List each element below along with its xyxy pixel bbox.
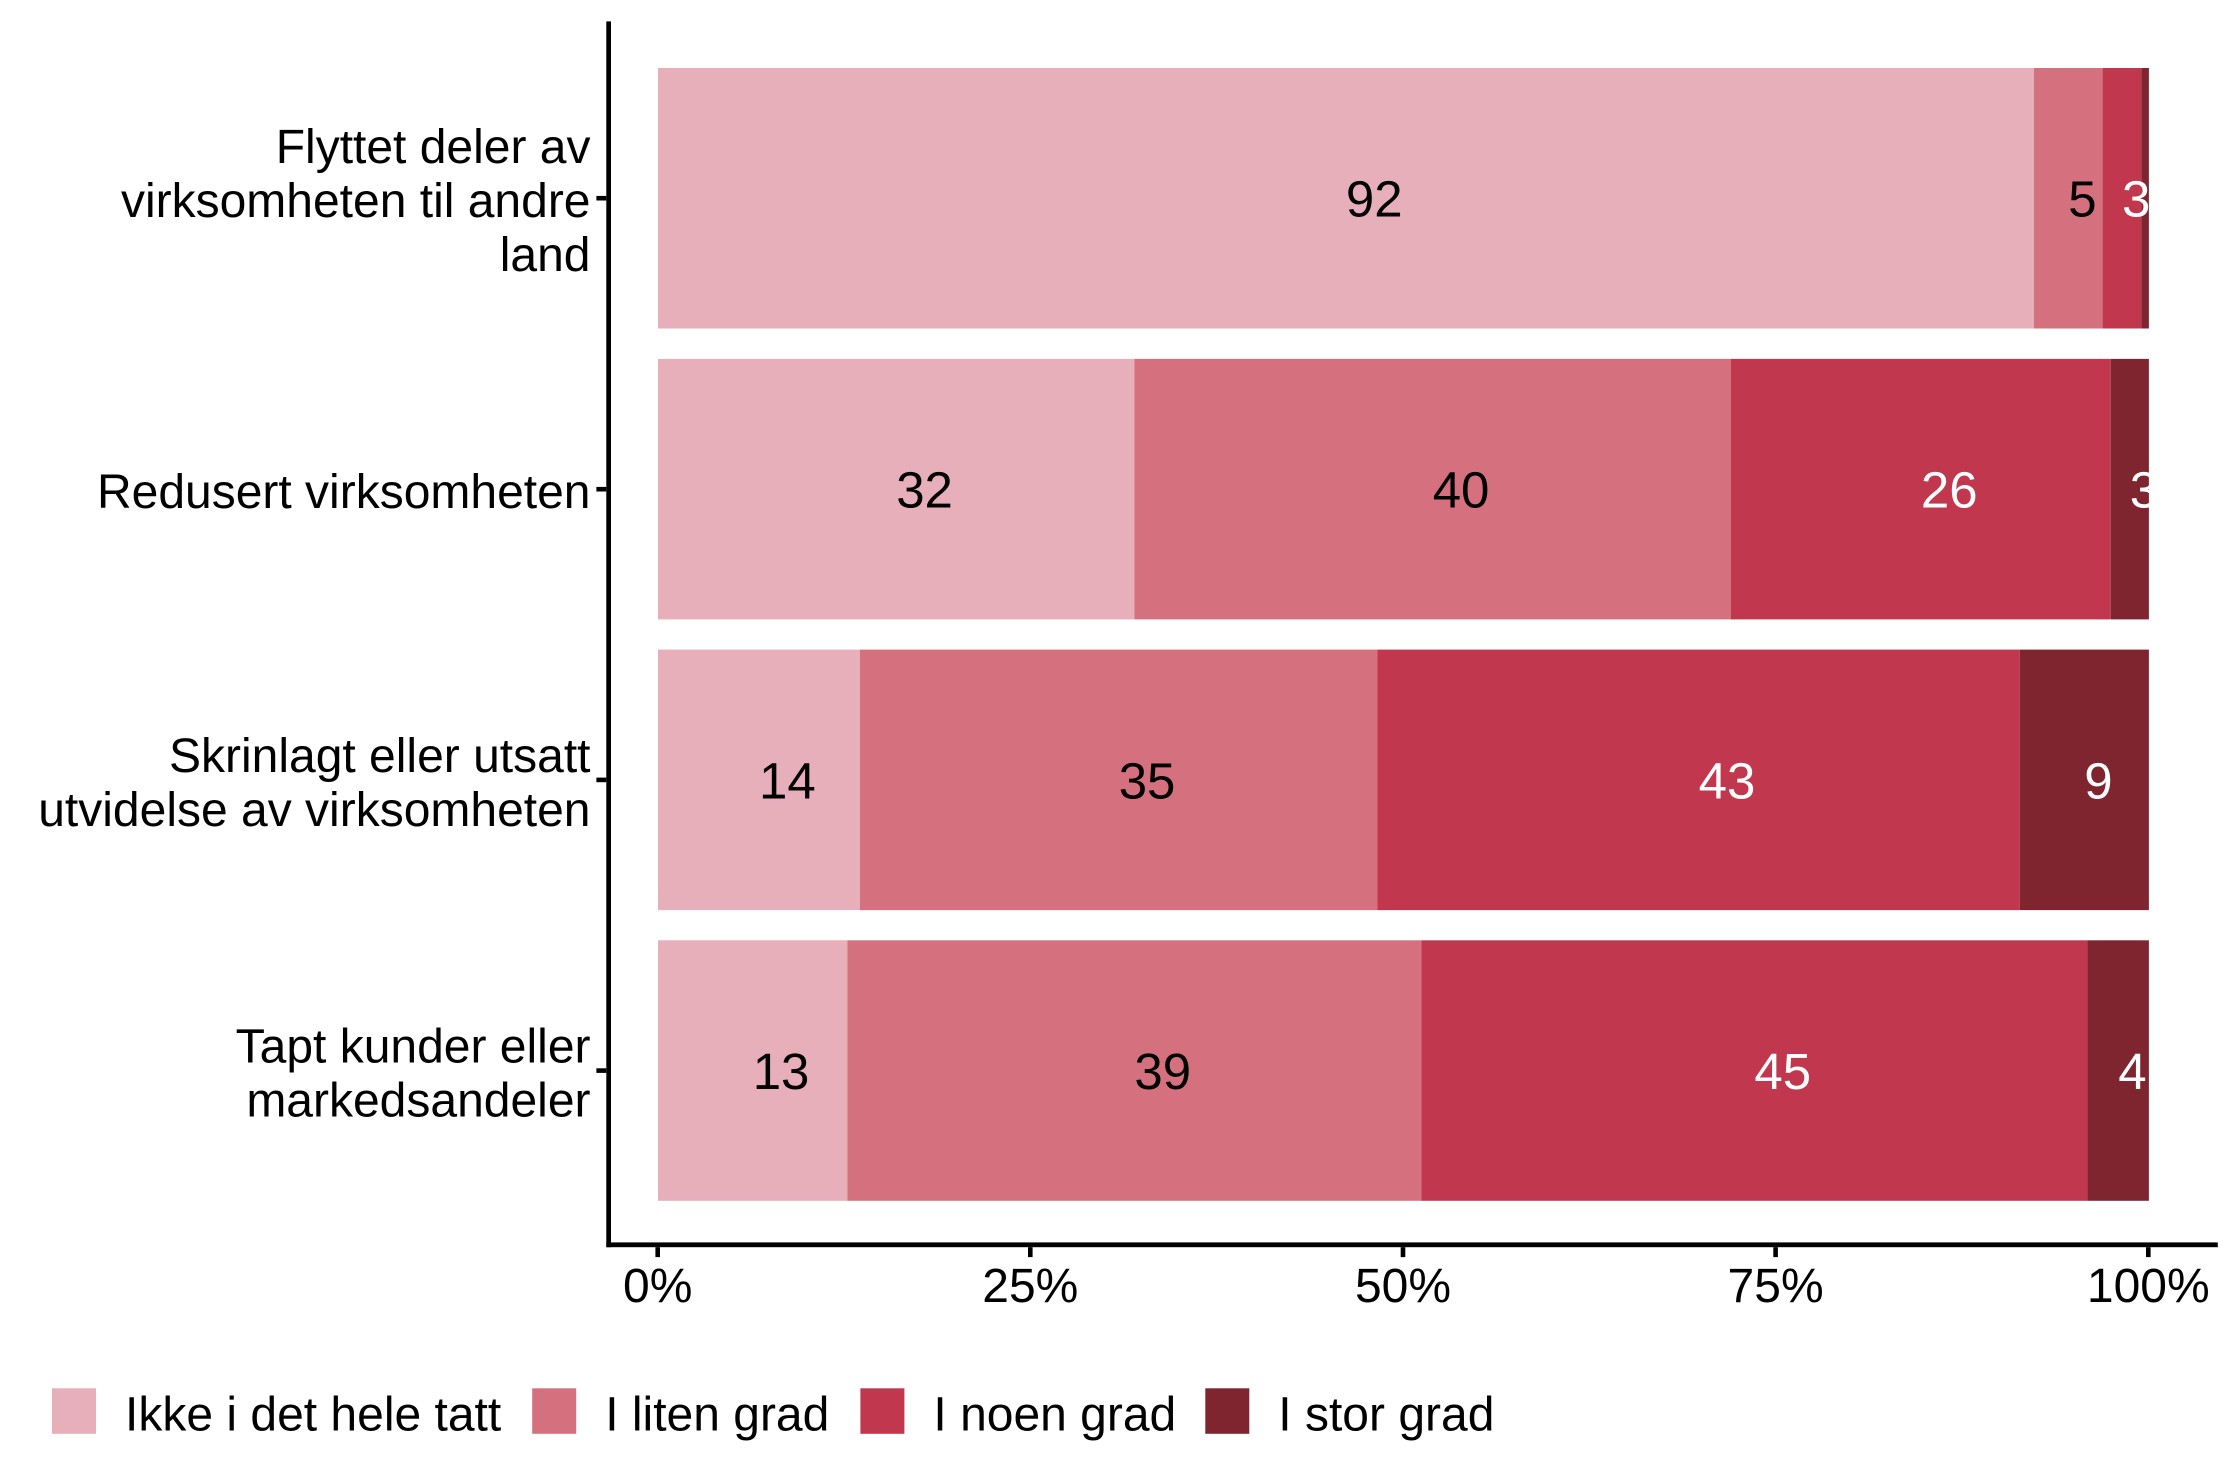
- svg-text:4: 4: [2118, 1043, 2146, 1100]
- svg-text:I noen grad: I noen grad: [933, 1389, 1176, 1442]
- svg-text:utvidelse av virksomheten: utvidelse av virksomheten: [38, 784, 590, 837]
- svg-text:Redusert virksomheten: Redusert virksomheten: [97, 466, 591, 519]
- svg-text:Skrinlagt eller utsatt: Skrinlagt eller utsatt: [169, 730, 591, 783]
- svg-text:50%: 50%: [1355, 1260, 1451, 1313]
- svg-text:Ikke i det hele tatt: Ikke i det hele tatt: [125, 1389, 501, 1442]
- svg-text:32: 32: [896, 462, 953, 519]
- svg-text:40: 40: [1433, 462, 1490, 519]
- svg-text:virksomheten til andre: virksomheten til andre: [121, 175, 591, 228]
- svg-text:3: 3: [2122, 171, 2150, 228]
- svg-text:45: 45: [1754, 1043, 1811, 1100]
- svg-text:92: 92: [1346, 171, 1403, 228]
- svg-text:39: 39: [1134, 1043, 1191, 1100]
- svg-text:3: 3: [2130, 462, 2158, 519]
- svg-text:13: 13: [753, 1043, 810, 1100]
- svg-text:land: land: [500, 229, 591, 282]
- svg-text:Tapt kunder eller: Tapt kunder eller: [236, 1021, 591, 1074]
- svg-text:43: 43: [1699, 752, 1756, 809]
- svg-text:75%: 75%: [1728, 1260, 1824, 1313]
- svg-text:I liten grad: I liten grad: [605, 1389, 829, 1442]
- svg-text:9: 9: [2084, 752, 2112, 809]
- svg-text:26: 26: [1921, 462, 1978, 519]
- svg-text:0%: 0%: [623, 1260, 692, 1313]
- svg-text:14: 14: [759, 752, 816, 809]
- svg-text:5: 5: [2068, 171, 2096, 228]
- svg-text:100%: 100%: [2087, 1260, 2210, 1313]
- svg-text:I stor grad: I stor grad: [1278, 1389, 1494, 1442]
- svg-text:markedsandeler: markedsandeler: [246, 1075, 590, 1128]
- svg-text:25%: 25%: [982, 1260, 1078, 1313]
- svg-text:35: 35: [1119, 752, 1176, 809]
- svg-text:Flyttet deler av: Flyttet deler av: [276, 121, 591, 174]
